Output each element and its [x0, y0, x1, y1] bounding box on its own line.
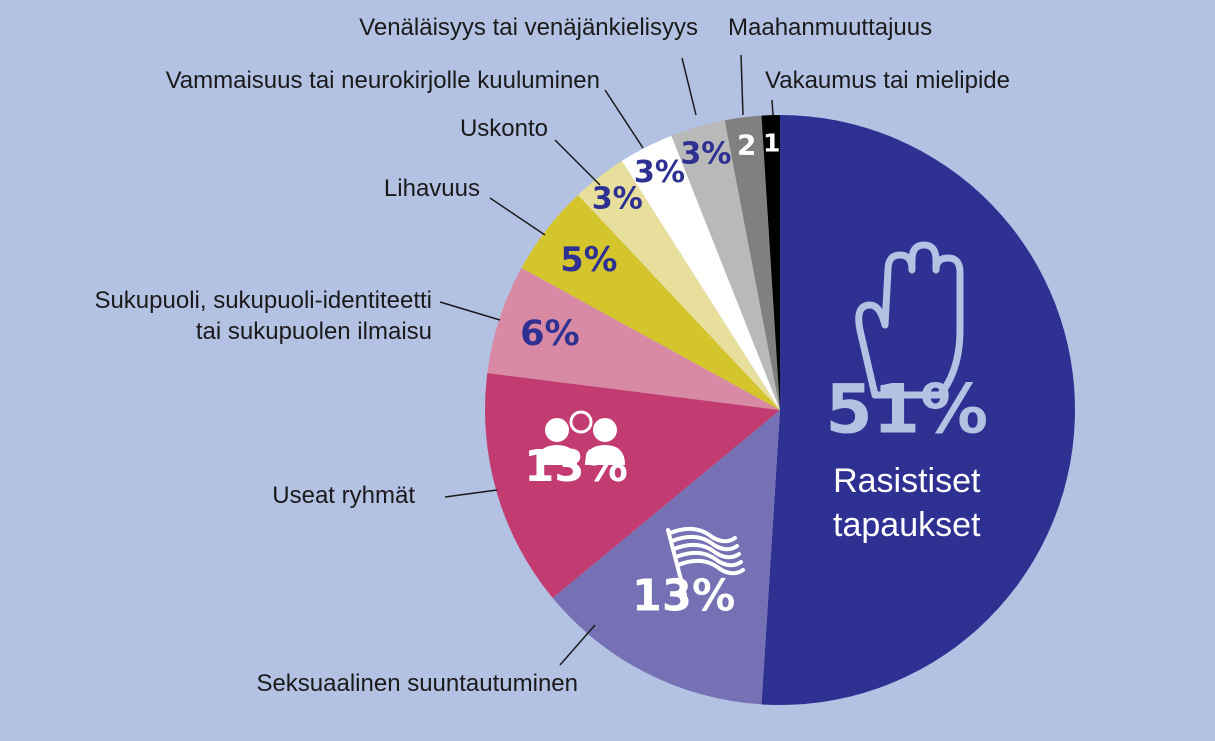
- value-label: 3%: [680, 137, 731, 172]
- leader-line: [771, 99, 774, 116]
- category-label: Useat ryhmät: [272, 482, 415, 509]
- flag-stripe: [670, 534, 739, 552]
- person-head: [545, 418, 569, 442]
- category-label: Uskonto: [459, 115, 548, 142]
- value-label: 5%: [560, 240, 617, 279]
- flag-stripe: [668, 526, 737, 544]
- hand-outline: [855, 241, 964, 399]
- pie-slice: [724, 115, 780, 410]
- hand-icon: [855, 241, 964, 399]
- value-label: 1: [763, 129, 780, 158]
- category-label: Maahanmuuttajuus: [728, 14, 933, 41]
- pie-slice: [552, 410, 780, 705]
- leader-line: [740, 54, 744, 116]
- category-label: Seksuaalinen suuntautuminen: [256, 670, 578, 697]
- flag-stripe: [674, 550, 743, 568]
- person-body: [537, 445, 577, 465]
- person-head: [569, 410, 593, 434]
- leader-line: [489, 197, 546, 236]
- leader-line: [444, 489, 498, 498]
- category-label: Sukupuoli, sukupuoli-identiteetti tai su…: [94, 287, 432, 345]
- leader-line: [604, 89, 644, 149]
- pie-slice: [621, 135, 780, 410]
- people-icon: [537, 410, 625, 465]
- flag-icon: [666, 526, 745, 597]
- value-label: 2: [737, 129, 756, 162]
- pie-slice: [761, 115, 780, 410]
- value-label: 6%: [520, 313, 580, 354]
- person-body: [585, 445, 625, 465]
- pie-slice: [761, 115, 1076, 705]
- value-label: 3%: [592, 182, 643, 217]
- flag-stripe: [672, 542, 741, 560]
- category-label: Vakaumus tai mielipide: [765, 67, 1011, 94]
- flag-stripe: [676, 558, 745, 576]
- leader-line: [554, 139, 601, 186]
- category-label: Lihavuus: [383, 175, 480, 202]
- leader-line: [681, 57, 697, 116]
- pie-slice: [671, 120, 780, 411]
- pie-slice: [487, 267, 780, 410]
- pie-slice: [521, 194, 780, 410]
- category-label: Rasistiset tapaukset: [833, 461, 981, 544]
- leader-line: [559, 624, 596, 666]
- leader-line: [439, 301, 501, 321]
- category-label: Venäläisyys tai venäjänkielisyys: [359, 14, 698, 41]
- value-label: 13%: [632, 572, 735, 622]
- category-label: Vammaisuus tai neurokirjolle kuuluminen: [165, 67, 600, 94]
- pie-slice: [578, 160, 780, 410]
- value-label: 3%: [634, 155, 685, 190]
- person-head: [593, 418, 617, 442]
- value-label: 51%: [825, 371, 988, 450]
